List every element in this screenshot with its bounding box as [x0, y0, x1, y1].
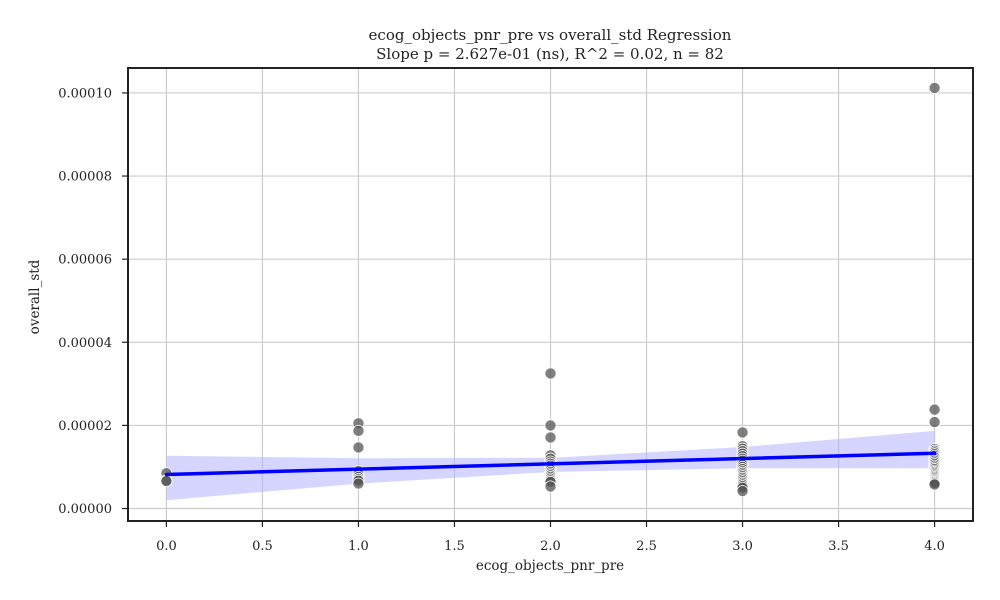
grid	[128, 68, 973, 521]
data-point	[928, 478, 941, 491]
y-tick-label: 0.00008	[58, 170, 112, 185]
x-axis-label: ecog_objects_pnr_pre	[476, 558, 624, 574]
data-point	[544, 480, 557, 493]
regression-line	[164, 451, 937, 477]
axes: 0.0 0.5 1.0 1.5 2.0 2.5 3.0 3.5 4.0 0.00000 0.0000…	[58, 67, 974, 554]
data-point	[352, 477, 365, 490]
y-tick-label: 0.00004	[58, 336, 112, 351]
plot-frame	[127, 67, 974, 522]
x-tick-label: 2.0	[540, 539, 561, 554]
data-point	[928, 416, 941, 429]
x-tick-label: 3.5	[828, 539, 849, 554]
x-tick-label: 0.5	[252, 539, 273, 554]
y-axis-label: overall_std	[27, 259, 43, 334]
data-point	[160, 475, 173, 488]
scatter-points	[160, 81, 941, 498]
y-tick-label: 0.00000	[58, 502, 112, 517]
data-point	[736, 426, 749, 439]
data-point	[928, 403, 941, 416]
x-tick-label: 0.0	[156, 539, 177, 554]
regression-line-layer	[164, 451, 937, 477]
chart-title: ecog_objects_pnr_pre vs overall_std Regr…	[369, 26, 732, 44]
y-tick-label: 0.00002	[58, 419, 112, 434]
x-tick-label: 1.0	[348, 539, 369, 554]
x-tick-label: 3.0	[732, 539, 753, 554]
chart-subtitle: Slope p = 2.627e-01 (ns), R^2 = 0.02, n …	[376, 45, 724, 63]
y-tick-label: 0.00010	[58, 86, 112, 101]
x-tick-label: 2.5	[636, 539, 657, 554]
y-tick-label: 0.00006	[58, 253, 112, 268]
data-point	[544, 431, 557, 444]
data-point	[544, 419, 557, 432]
data-point	[736, 485, 749, 498]
data-point	[928, 81, 941, 94]
x-tick-label: 4.0	[924, 539, 945, 554]
x-tick-label: 1.5	[444, 539, 465, 554]
data-point	[352, 441, 365, 454]
data-point	[352, 424, 365, 437]
data-point	[544, 367, 557, 380]
